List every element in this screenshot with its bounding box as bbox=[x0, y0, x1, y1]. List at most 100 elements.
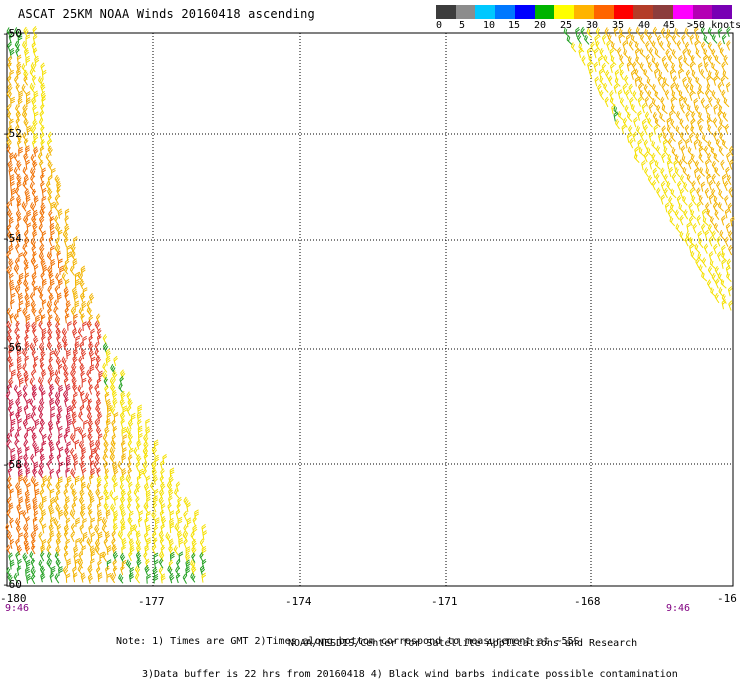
wind-barb bbox=[22, 418, 29, 430]
wind-barb bbox=[711, 62, 718, 72]
wind-barb bbox=[117, 460, 123, 471]
wind-barb bbox=[9, 488, 15, 499]
wind-barb bbox=[190, 559, 196, 570]
wind-barb bbox=[182, 573, 188, 584]
wind-map: -50 -52 -54 -56 -58 -60 -180 -177 -174 -… bbox=[0, 26, 737, 614]
wind-barb bbox=[30, 573, 36, 585]
wind-barb bbox=[7, 60, 12, 72]
colorbar-swatch-12 bbox=[672, 5, 693, 19]
wind-barb bbox=[169, 523, 175, 534]
wind-barb bbox=[637, 110, 642, 121]
wind-barb bbox=[599, 89, 605, 101]
wind-barb bbox=[97, 328, 102, 339]
wind-barb bbox=[125, 559, 132, 570]
wind-barb bbox=[14, 432, 20, 443]
wind-barb bbox=[57, 433, 63, 444]
wind-barb bbox=[80, 348, 87, 360]
wind-barb bbox=[49, 496, 56, 507]
wind-barb bbox=[94, 341, 100, 353]
wind-barb bbox=[679, 188, 685, 199]
wind-barb bbox=[625, 34, 631, 45]
wind-barb bbox=[8, 362, 14, 373]
wind-barb bbox=[69, 265, 75, 276]
wind-barb bbox=[13, 264, 20, 275]
wind-barb bbox=[101, 516, 108, 528]
wind-barb bbox=[104, 391, 110, 402]
wind-barb bbox=[146, 537, 152, 548]
wind-barb bbox=[185, 552, 191, 563]
wind-barb bbox=[133, 447, 139, 458]
wind-barb bbox=[707, 124, 713, 135]
wind-barb bbox=[26, 573, 32, 584]
wind-barb bbox=[121, 453, 127, 464]
wind-barb bbox=[22, 391, 28, 403]
wind-barb bbox=[22, 384, 28, 396]
wind-barb bbox=[654, 68, 659, 79]
wind-barb bbox=[603, 54, 610, 65]
wind-barb bbox=[30, 531, 36, 542]
wind-barb bbox=[32, 405, 37, 416]
wind-barb bbox=[689, 236, 696, 247]
wind-barb bbox=[120, 418, 126, 429]
wind-barb bbox=[41, 96, 46, 107]
wind-barb bbox=[78, 411, 84, 422]
wind-barb bbox=[153, 439, 159, 450]
wind-barb bbox=[9, 196, 15, 207]
wind-barb bbox=[641, 160, 646, 171]
wind-barb bbox=[55, 327, 61, 339]
wind-barb bbox=[152, 502, 158, 513]
wind-barb bbox=[47, 433, 53, 445]
wind-barb bbox=[669, 203, 676, 214]
wind-barb bbox=[694, 160, 700, 171]
wind-barb bbox=[110, 364, 116, 375]
wind-barb bbox=[63, 286, 69, 297]
wind-barb bbox=[90, 531, 96, 542]
wind-barb bbox=[57, 229, 63, 240]
wind-barb bbox=[23, 370, 29, 381]
wind-barb bbox=[647, 90, 654, 100]
wind-barb bbox=[713, 152, 720, 163]
wind-barb bbox=[722, 111, 729, 122]
wind-barb bbox=[34, 446, 40, 457]
wind-barb bbox=[39, 356, 45, 367]
lon-label-174: -174 bbox=[285, 595, 312, 608]
wind-barb bbox=[120, 495, 126, 506]
wind-barb bbox=[609, 47, 615, 59]
wind-barb bbox=[719, 230, 725, 241]
wind-barb bbox=[700, 26, 706, 37]
colorbar-swatch-4 bbox=[514, 5, 535, 19]
wind-barb bbox=[79, 404, 85, 416]
wind-barb bbox=[65, 383, 71, 394]
wind-barb bbox=[648, 131, 654, 143]
wind-barb bbox=[71, 488, 77, 499]
wind-barb bbox=[65, 300, 71, 311]
wind-barb bbox=[694, 243, 701, 254]
wind-barb bbox=[80, 370, 86, 381]
wind-barb bbox=[604, 27, 610, 38]
wind-barb bbox=[689, 34, 695, 45]
lon-label-16: -16 bbox=[717, 592, 737, 605]
wind-barb bbox=[55, 558, 61, 569]
wind-barb bbox=[119, 552, 126, 564]
wind-barb bbox=[121, 544, 126, 555]
wind-barb bbox=[87, 564, 93, 576]
wind-barb bbox=[127, 398, 133, 409]
wind-barb bbox=[601, 62, 607, 74]
wind-barb bbox=[655, 145, 662, 156]
wind-barb bbox=[88, 349, 95, 360]
wind-barb bbox=[87, 489, 94, 500]
wind-barb bbox=[125, 426, 132, 437]
wind-barb bbox=[685, 231, 692, 242]
wind-barb bbox=[168, 544, 174, 556]
wind-barb bbox=[717, 272, 723, 283]
wind-barb bbox=[721, 33, 727, 45]
wind-barb bbox=[127, 439, 133, 451]
wind-barb bbox=[30, 425, 36, 437]
wind-barb bbox=[9, 47, 15, 58]
wind-barb bbox=[10, 181, 15, 191]
wind-barb bbox=[23, 258, 29, 269]
wind-barb bbox=[89, 545, 95, 556]
wind-barb bbox=[717, 251, 722, 262]
wind-barb bbox=[120, 564, 125, 576]
wind-barb bbox=[74, 475, 80, 486]
